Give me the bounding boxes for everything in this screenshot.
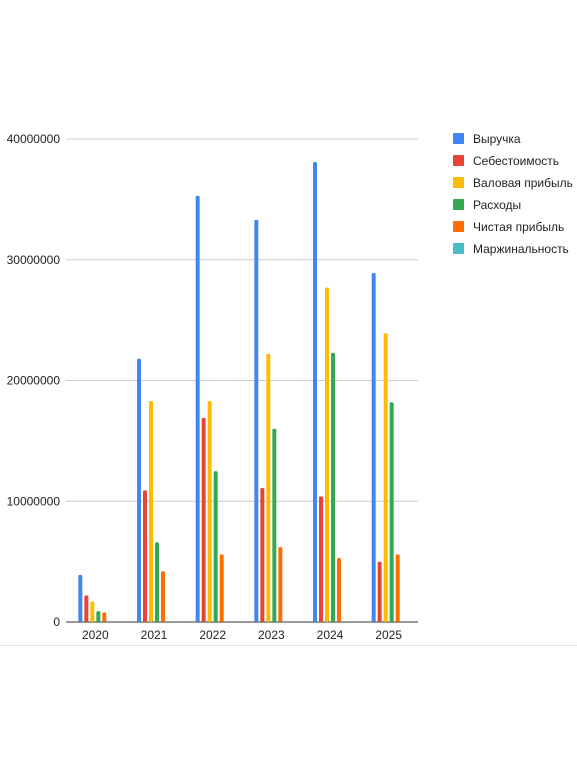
bar-2021-series-4: [161, 571, 165, 622]
bar-2021-series-3: [155, 542, 159, 622]
x-tick-label: 2020: [82, 628, 109, 642]
x-tick-label: 2025: [375, 628, 402, 642]
bar-2022-series-3: [213, 471, 218, 622]
bar-2025-series-0: [371, 273, 376, 622]
legend-swatch: [453, 177, 464, 188]
bar-2020-series-2: [90, 601, 95, 622]
legend-swatch: [453, 243, 464, 254]
bar-2025-series-1: [377, 561, 382, 622]
bar-2024-series-0: [313, 161, 317, 622]
x-tick-label: 2024: [317, 628, 344, 642]
legend-label: Маржинальность: [473, 242, 569, 256]
bar-2020-series-1: [84, 595, 89, 622]
y-tick-label: 20000000: [7, 374, 61, 388]
legend-label: Валовая прибыль: [473, 176, 573, 190]
bar-2025-series-2: [383, 333, 388, 622]
bar-2024-series-4: [337, 558, 341, 622]
legend-swatch: [453, 221, 464, 232]
legend-label: Себестоимость: [473, 154, 559, 168]
bar-2020-series-3: [96, 611, 101, 622]
bottom-divider: [0, 645, 577, 646]
bar-2023-series-2: [266, 353, 271, 622]
bar-2022-series-2: [207, 401, 212, 622]
bar-2022-series-1: [201, 417, 206, 622]
legend: Выручка Себестоимость Валовая прибыль Расхо…: [453, 132, 573, 256]
bars: [78, 161, 400, 622]
legend-swatch: [453, 133, 464, 144]
bar-2024-series-3: [331, 352, 335, 622]
bar-2024-series-1: [319, 496, 323, 622]
legend-swatch: [453, 155, 464, 166]
legend-label: Чистая прибыль: [473, 220, 564, 234]
bar-2021-series-2: [149, 401, 153, 622]
bar-2023-series-1: [260, 487, 265, 622]
bar-2025-series-4: [395, 554, 400, 622]
bar-2023-series-3: [272, 428, 277, 622]
bar-2020-series-4: [102, 612, 107, 622]
y-tick-label: 30000000: [7, 253, 61, 267]
y-tick-label: 40000000: [7, 132, 61, 146]
y-tick-label: 10000000: [7, 494, 61, 508]
legend-label: Выручка: [473, 132, 521, 146]
bar-2024-series-2: [325, 287, 329, 622]
bar-2025-series-3: [389, 402, 394, 622]
x-tick-label: 2022: [199, 628, 226, 642]
bar-2022-series-0: [195, 195, 200, 622]
legend-label: Расходы: [473, 198, 521, 212]
bar-2022-series-4: [219, 554, 224, 622]
y-tick-label: 0: [53, 615, 60, 629]
legend-swatch: [453, 199, 464, 210]
bar-2023-series-4: [278, 547, 283, 622]
bar-2020-series-0: [78, 574, 83, 622]
x-tick-label: 2023: [258, 628, 285, 642]
y-axis-ticks: 0 10000000 20000000 30000000 40000000: [7, 132, 61, 629]
bar-2021-series-1: [143, 490, 147, 622]
x-tick-label: 2021: [141, 628, 168, 642]
bar-2021-series-0: [137, 358, 141, 622]
gridlines: [66, 138, 418, 623]
x-axis-ticks: 2020 2021 2022 2023 2024 2025: [82, 628, 402, 642]
bar-2023-series-0: [254, 219, 259, 622]
